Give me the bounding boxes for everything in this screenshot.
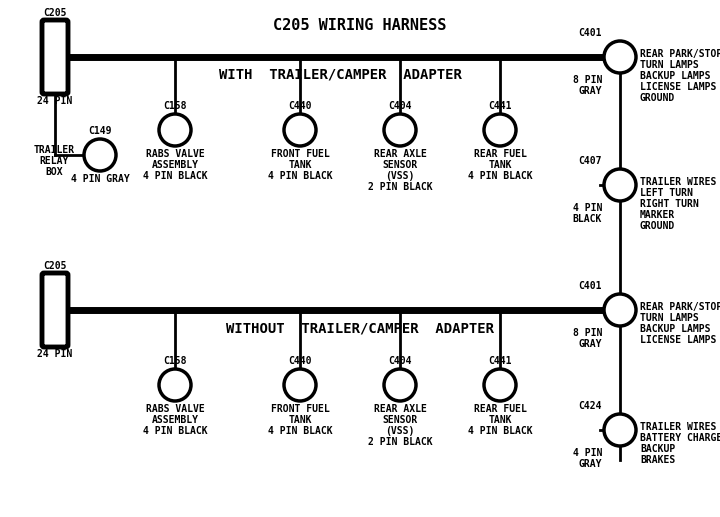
Text: 4 PIN BLACK: 4 PIN BLACK <box>143 426 207 436</box>
Text: C440: C440 <box>288 101 312 111</box>
Text: TRAILER: TRAILER <box>33 145 75 155</box>
Text: GRAY: GRAY <box>578 86 602 96</box>
Circle shape <box>604 41 636 73</box>
Text: TRAILER WIRES: TRAILER WIRES <box>640 177 716 187</box>
Text: TRAILER WIRES: TRAILER WIRES <box>640 422 716 432</box>
Circle shape <box>484 369 516 401</box>
Circle shape <box>384 114 416 146</box>
Circle shape <box>284 114 316 146</box>
Text: GRAY: GRAY <box>578 339 602 349</box>
Circle shape <box>484 114 516 146</box>
Text: 4 PIN: 4 PIN <box>572 203 602 213</box>
Text: BLACK: BLACK <box>572 214 602 224</box>
Text: C424: C424 <box>578 401 602 411</box>
Text: GROUND: GROUND <box>640 221 675 231</box>
Text: C404: C404 <box>388 101 412 111</box>
Circle shape <box>384 369 416 401</box>
Text: WITH  TRAILER/CAMPER  ADAPTER: WITH TRAILER/CAMPER ADAPTER <box>219 68 462 82</box>
Text: LICENSE LAMPS: LICENSE LAMPS <box>640 335 716 345</box>
Text: C158: C158 <box>163 356 186 366</box>
Text: REAR FUEL: REAR FUEL <box>474 149 526 159</box>
Text: C149: C149 <box>89 126 112 136</box>
Text: C404: C404 <box>388 356 412 366</box>
Text: FRONT FUEL: FRONT FUEL <box>271 149 329 159</box>
Text: C205: C205 <box>43 261 67 271</box>
Text: 24 PIN: 24 PIN <box>37 349 73 359</box>
Text: RELAY: RELAY <box>40 156 68 166</box>
Text: C441: C441 <box>488 356 512 366</box>
Text: 4 PIN GRAY: 4 PIN GRAY <box>71 174 130 184</box>
Text: BATTERY CHARGE: BATTERY CHARGE <box>640 433 720 443</box>
Text: 24 PIN: 24 PIN <box>37 96 73 106</box>
Circle shape <box>604 294 636 326</box>
Text: ASSEMBLY: ASSEMBLY <box>151 160 199 170</box>
Circle shape <box>284 369 316 401</box>
Text: 4 PIN: 4 PIN <box>572 448 602 458</box>
Text: 8 PIN: 8 PIN <box>572 328 602 338</box>
Text: TURN LAMPS: TURN LAMPS <box>640 313 698 323</box>
Text: BOX: BOX <box>45 167 63 177</box>
Text: 4 PIN BLACK: 4 PIN BLACK <box>268 426 333 436</box>
Text: 4 PIN BLACK: 4 PIN BLACK <box>468 171 532 181</box>
Text: RABS VALVE: RABS VALVE <box>145 149 204 159</box>
Text: LEFT TURN: LEFT TURN <box>640 188 693 198</box>
Text: BACKUP LAMPS: BACKUP LAMPS <box>640 71 711 81</box>
Text: TANK: TANK <box>288 415 312 425</box>
Circle shape <box>604 169 636 201</box>
Text: SENSOR: SENSOR <box>382 160 418 170</box>
Text: 2 PIN BLACK: 2 PIN BLACK <box>368 437 432 447</box>
Circle shape <box>159 369 191 401</box>
Text: REAR FUEL: REAR FUEL <box>474 404 526 414</box>
Text: C407: C407 <box>578 156 602 166</box>
Text: REAR PARK/STOP: REAR PARK/STOP <box>640 302 720 312</box>
Text: 4 PIN BLACK: 4 PIN BLACK <box>268 171 333 181</box>
Text: (VSS): (VSS) <box>385 171 415 181</box>
Circle shape <box>159 114 191 146</box>
Text: TANK: TANK <box>488 160 512 170</box>
Text: TURN LAMPS: TURN LAMPS <box>640 60 698 70</box>
Text: REAR PARK/STOP: REAR PARK/STOP <box>640 49 720 59</box>
Text: REAR AXLE: REAR AXLE <box>374 149 426 159</box>
Text: 4 PIN BLACK: 4 PIN BLACK <box>143 171 207 181</box>
Text: C205 WIRING HARNESS: C205 WIRING HARNESS <box>274 18 446 33</box>
Text: REAR AXLE: REAR AXLE <box>374 404 426 414</box>
Text: WITHOUT  TRAILER/CAMPER  ADAPTER: WITHOUT TRAILER/CAMPER ADAPTER <box>226 321 494 335</box>
FancyBboxPatch shape <box>42 273 68 347</box>
Text: BACKUP: BACKUP <box>640 444 675 454</box>
Text: C158: C158 <box>163 101 186 111</box>
Text: C440: C440 <box>288 356 312 366</box>
Text: 4 PIN BLACK: 4 PIN BLACK <box>468 426 532 436</box>
Text: 2 PIN BLACK: 2 PIN BLACK <box>368 182 432 192</box>
Text: (VSS): (VSS) <box>385 426 415 436</box>
Circle shape <box>84 139 116 171</box>
Text: SENSOR: SENSOR <box>382 415 418 425</box>
Text: FRONT FUEL: FRONT FUEL <box>271 404 329 414</box>
Text: RABS VALVE: RABS VALVE <box>145 404 204 414</box>
Text: ASSEMBLY: ASSEMBLY <box>151 415 199 425</box>
Text: TANK: TANK <box>288 160 312 170</box>
Text: MARKER: MARKER <box>640 210 675 220</box>
Text: C401: C401 <box>578 28 602 38</box>
FancyBboxPatch shape <box>42 20 68 94</box>
Text: C205: C205 <box>43 8 67 18</box>
Circle shape <box>604 414 636 446</box>
Text: GRAY: GRAY <box>578 459 602 469</box>
Text: TANK: TANK <box>488 415 512 425</box>
Text: 8 PIN: 8 PIN <box>572 75 602 85</box>
Text: BRAKES: BRAKES <box>640 455 675 465</box>
Text: C401: C401 <box>578 281 602 291</box>
Text: GROUND: GROUND <box>640 93 675 103</box>
Text: LICENSE LAMPS: LICENSE LAMPS <box>640 82 716 92</box>
Text: C441: C441 <box>488 101 512 111</box>
Text: BACKUP LAMPS: BACKUP LAMPS <box>640 324 711 334</box>
Text: RIGHT TURN: RIGHT TURN <box>640 199 698 209</box>
